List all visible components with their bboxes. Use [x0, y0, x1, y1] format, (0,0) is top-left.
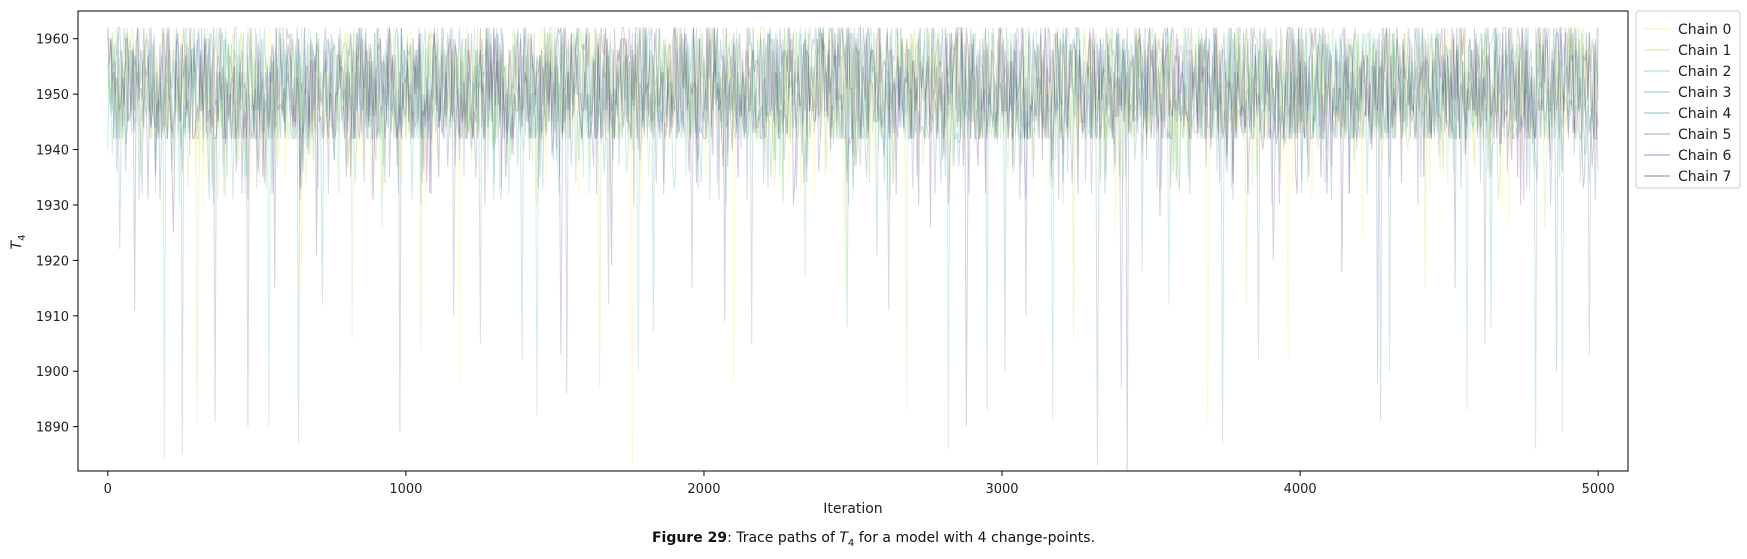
- legend-label: Chain 0: [1678, 22, 1731, 38]
- series-line-chain-4: [107, 27, 1599, 466]
- x-tick-label: 1000: [389, 482, 422, 497]
- caption-text-after: for a model with 4 change-points.: [854, 530, 1096, 546]
- y-tick-label: 1920: [36, 254, 69, 269]
- legend-label: Chain 2: [1678, 64, 1731, 80]
- caption-text-before: : Trace paths of: [727, 530, 840, 546]
- series-line-chain-7: [107, 27, 1599, 272]
- legend-label: Chain 1: [1678, 43, 1731, 59]
- series-line-chain-5: [107, 27, 1599, 433]
- x-tick-label: 3000: [985, 482, 1018, 497]
- x-tick-label: 4000: [1284, 482, 1317, 497]
- series-line-chain-6: [107, 27, 1599, 471]
- legend-label: Chain 6: [1678, 148, 1731, 164]
- plot-frame: [77, 10, 1629, 472]
- series-line-chain-3: [107, 27, 1599, 449]
- x-tick-label: 0: [104, 482, 112, 497]
- y-tick-label: 1910: [36, 310, 69, 325]
- legend: Chain 0 Chain 1 Chain 2 Chain 3 Chain 4 Chain…: [1635, 10, 1741, 189]
- legend-label: Chain 3: [1678, 85, 1731, 101]
- y-tick-label: 1930: [36, 199, 69, 214]
- series-line-chain-0: [107, 27, 1599, 466]
- x-axis-label: Iteration: [823, 501, 882, 517]
- x-axis: 0 1000 2000 3000 4000 5000: [104, 471, 1615, 497]
- caption-subscript: 4: [847, 537, 855, 549]
- y-tick-label: 1900: [36, 365, 69, 380]
- y-tick-label: 1940: [36, 144, 69, 159]
- trace-plot: 0 1000 2000 3000 4000 5000 1890 1900 1910 1920 19…: [9, 10, 1741, 517]
- caption-symbol: T: [839, 530, 848, 546]
- y-axis-label: T4: [9, 235, 28, 250]
- legend-box: [1635, 10, 1741, 189]
- legend-label: Chain 5: [1678, 127, 1731, 143]
- x-tick-label: 2000: [687, 482, 720, 497]
- series-layer: [107, 27, 1599, 471]
- legend-label: Chain 4: [1678, 106, 1731, 122]
- y-axis: 1890 1900 1910 1920 1930 1940 1950 1960: [36, 33, 78, 436]
- figure-caption: Figure 29: Trace paths of T4 for a model…: [0, 530, 1747, 549]
- y-tick-label: 1950: [36, 88, 69, 103]
- y-tick-label: 1890: [36, 421, 69, 436]
- x-tick-label: 5000: [1582, 482, 1615, 497]
- series-line-chain-1: [107, 27, 1599, 422]
- series-line-chain-2: [107, 27, 1599, 460]
- y-tick-label: 1960: [36, 33, 69, 48]
- legend-label: Chain 7: [1678, 169, 1731, 185]
- caption-prefix: Figure 29: [651, 530, 728, 546]
